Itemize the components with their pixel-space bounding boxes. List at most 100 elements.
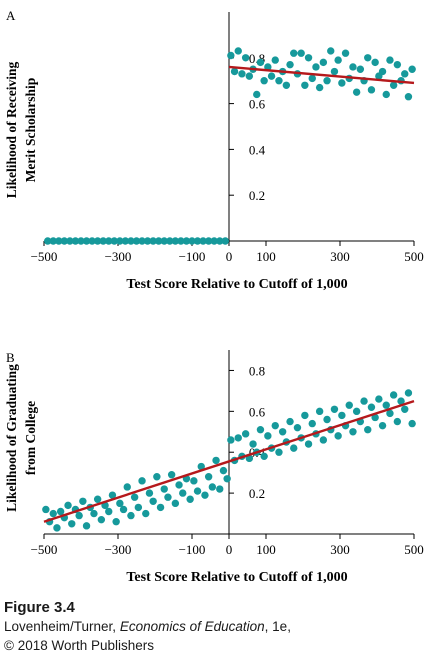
panel-a-data-point	[352, 88, 361, 96]
panel-b-y-axis-label-line: from College	[23, 401, 38, 475]
panel-a-x-tick-label: −100	[179, 249, 206, 264]
panel-b-data-point	[375, 395, 383, 403]
panel-a-data-point	[338, 79, 346, 87]
panel-b-data-point	[68, 520, 76, 528]
panel-b-x-tick-label: 100	[256, 542, 276, 557]
panel-b-data-point	[208, 483, 217, 491]
panel-b-data-point	[382, 401, 390, 409]
panel-b-data-point	[142, 509, 150, 518]
panel-a-data-point	[44, 237, 52, 245]
panel-b-data-point	[249, 440, 257, 448]
panel-a-x-tick-label: −500	[31, 249, 58, 264]
panel-a-data-point	[275, 77, 283, 85]
panel-a-data-point	[88, 237, 96, 245]
panel-a-y-axis-label-line: Likelihood of Receiving	[4, 62, 19, 199]
panel-b-data-point	[119, 505, 128, 514]
panel-a-data-point	[304, 54, 313, 62]
panel-b-data-point	[397, 397, 405, 405]
panel-b-data-point	[112, 518, 120, 526]
panel-a-data-point	[171, 237, 180, 245]
panel-a-data-point	[71, 237, 80, 245]
panel-b-data-point	[304, 440, 313, 448]
panel-b-data-point	[323, 415, 331, 424]
panel-a-data-point	[308, 74, 316, 83]
panel-b-data-point	[301, 411, 309, 420]
panel-b-data-point	[116, 499, 124, 508]
panel-a-data-point	[93, 237, 102, 245]
panel-b-data-point	[345, 401, 353, 409]
panel-b-x-axis-label: Test Score Relative to Cutoff of 1,000	[126, 570, 347, 585]
panel-a-data-point	[49, 237, 57, 245]
panel-b-letter: B	[6, 350, 15, 365]
panel-a-data-point	[367, 86, 376, 94]
panel-b-data-point	[75, 511, 83, 520]
panel-b-data-point	[408, 419, 416, 428]
panel-b-data-point	[264, 432, 272, 440]
panel-a-x-axis-label: Test Score Relative to Cutoff of 1,000	[126, 277, 347, 292]
panel-a-data-point	[121, 237, 130, 245]
panel-a-data-point	[356, 65, 365, 73]
panel-a-data-point	[234, 47, 242, 55]
panel-a-data-point	[371, 58, 379, 67]
citation-line: Lovenheim/Turner, Economics of Education…	[4, 617, 424, 636]
panel-a-data-point	[60, 237, 69, 245]
panel-a-data-point	[315, 83, 324, 92]
panel-a-data-point	[297, 49, 305, 57]
panel-a-data-point	[166, 237, 174, 245]
panel-b-data-point	[186, 495, 194, 503]
panel-a-data-point	[241, 54, 250, 62]
panel-b-data-point	[190, 477, 198, 485]
panel-a-data-point	[221, 237, 229, 245]
panel-b-data-point	[130, 493, 139, 501]
panel-b-data-point	[145, 489, 154, 497]
panel-a-data-point	[282, 81, 291, 89]
panel-a-data-point	[389, 81, 398, 89]
panel-a-data-point	[155, 237, 163, 245]
panel-b-x-tick-label: 300	[330, 542, 350, 557]
panel-b-data-point	[212, 456, 220, 465]
panel-a-data-point	[271, 56, 279, 64]
panel-b-data-point	[49, 509, 57, 518]
panel-a-data-point	[188, 237, 196, 245]
panel-b-data-point	[378, 421, 387, 430]
panel-a-data-point	[230, 67, 239, 76]
panel-a-data-point	[227, 51, 235, 60]
copyright-line: © 2018 Worth Publishers	[4, 638, 155, 653]
panel-a-x-tick-label: 500	[404, 249, 424, 264]
panel-b-data-point	[271, 421, 279, 430]
panel-a-x-tick-label: 300	[330, 249, 350, 264]
panel-b-data-point	[108, 491, 117, 499]
panel-b-data-point	[90, 509, 98, 518]
panel-b-data-point	[79, 497, 87, 505]
panel-b-data-point	[352, 407, 361, 416]
panel-b-y-tick-label: 0.2	[249, 486, 265, 501]
panel-b-data-point	[53, 524, 61, 532]
panel-b-data-point	[330, 405, 339, 413]
panel-b-data-point	[123, 483, 131, 491]
panel-b-data-point	[201, 491, 209, 499]
panel-a-data-point	[99, 237, 107, 245]
panel-b-data-point	[160, 485, 168, 493]
panel-a-data-point	[77, 237, 85, 245]
panel-a-data-point	[386, 56, 394, 64]
panel-b-data-point	[153, 473, 161, 481]
panel-a-x-tick-label: 0	[226, 249, 233, 264]
panel-a-data-point	[401, 70, 409, 78]
panel-a-x-tick-label: 100	[256, 249, 276, 264]
panel-b-x-tick-label: 500	[404, 542, 424, 557]
panel-b-data-point	[360, 397, 368, 405]
panel-b-data-point	[389, 391, 398, 399]
panel-a-data-point	[138, 237, 146, 245]
panel-a-data-point	[334, 56, 342, 64]
panel-b-data-point	[64, 501, 72, 510]
panel-a-data-point	[105, 237, 113, 245]
panel-b-data-point	[167, 471, 176, 479]
panel-b-x-tick-label: 0	[226, 542, 233, 557]
panel-a-x-tick-label: −300	[105, 249, 132, 264]
panel-a-y-tick-label: 0.2	[249, 188, 265, 203]
citation-edition: , 1e,	[264, 619, 291, 634]
panel-a-data-point	[364, 54, 372, 62]
panel-a-y-tick-label: 0.4	[249, 142, 266, 157]
panel-a-y-tick-label: 0.6	[249, 97, 266, 112]
panel-b-data-point	[260, 452, 268, 461]
